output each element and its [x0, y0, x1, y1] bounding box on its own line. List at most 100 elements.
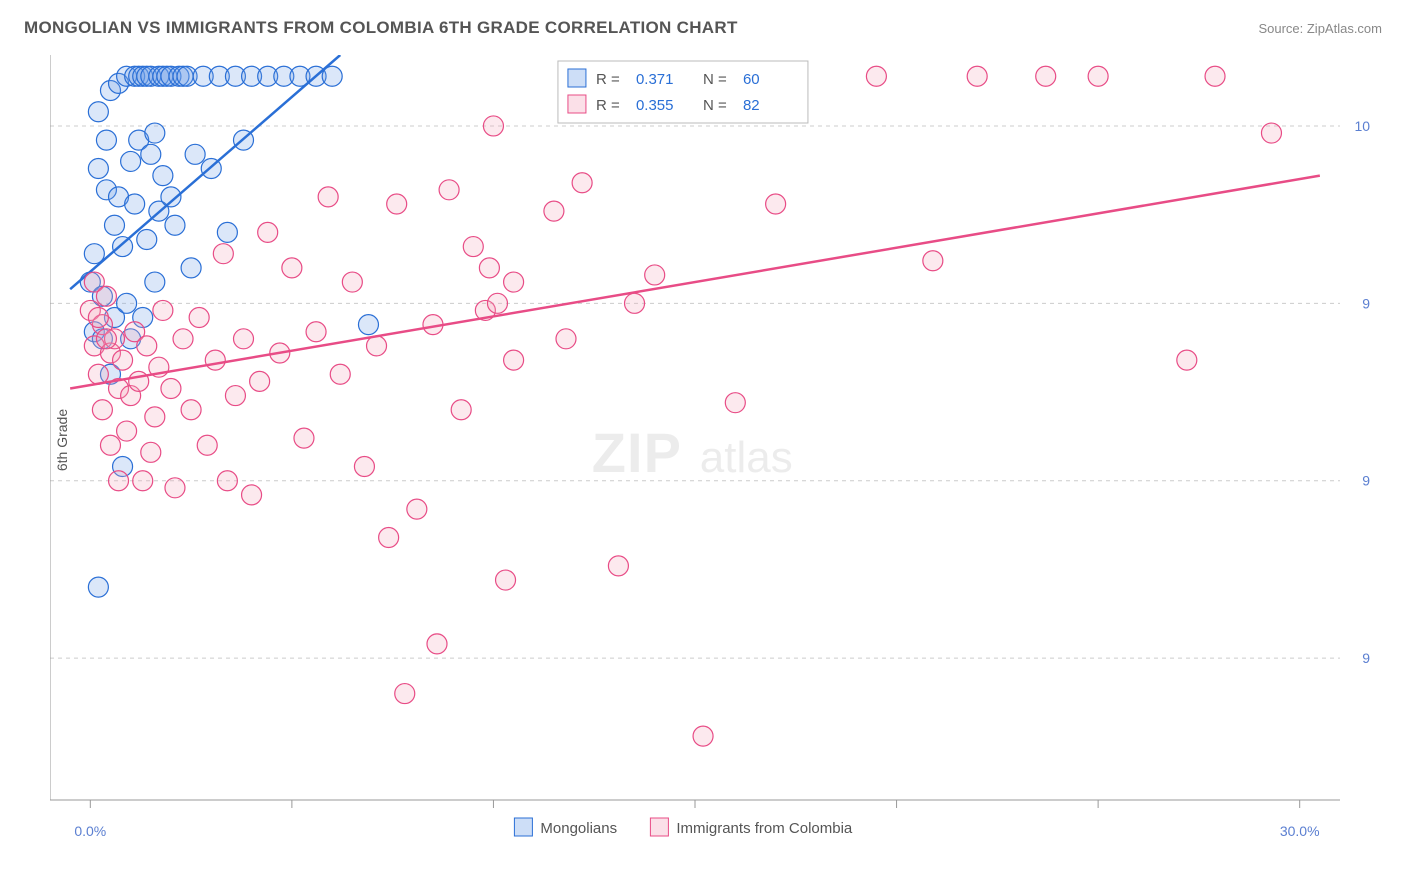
data-point — [165, 478, 185, 498]
data-point — [205, 350, 225, 370]
data-point — [113, 237, 133, 257]
data-point — [225, 386, 245, 406]
data-point — [173, 329, 193, 349]
data-point — [439, 180, 459, 200]
data-point — [866, 66, 886, 86]
data-point — [572, 173, 592, 193]
data-point — [145, 123, 165, 143]
data-point — [234, 329, 254, 349]
data-point — [1177, 350, 1197, 370]
watermark-big: ZIP — [592, 421, 682, 484]
y-tick-label: 97.5% — [1362, 295, 1370, 311]
chart-area: 6th Grade 92.5%95.0%97.5%100.0%0.0%30.0%… — [50, 55, 1370, 825]
legend-label-bottom: Immigrants from Colombia — [676, 820, 853, 837]
data-point — [113, 350, 133, 370]
data-point — [451, 400, 471, 420]
data-point — [556, 329, 576, 349]
data-point — [242, 485, 262, 505]
data-point — [725, 393, 745, 413]
data-point — [137, 229, 157, 249]
data-point — [1205, 66, 1225, 86]
data-point — [923, 251, 943, 271]
chart-title: MONGOLIAN VS IMMIGRANTS FROM COLOMBIA 6T… — [24, 18, 738, 38]
data-point — [153, 166, 173, 186]
data-point — [217, 471, 237, 491]
data-point — [479, 258, 499, 278]
data-point — [496, 570, 516, 590]
data-point — [544, 201, 564, 221]
source-link[interactable]: ZipAtlas.com — [1307, 21, 1382, 36]
source-prefix: Source: — [1258, 21, 1306, 36]
data-point — [100, 435, 120, 455]
watermark-small: atlas — [700, 433, 793, 482]
data-point — [1261, 123, 1281, 143]
data-point — [197, 435, 217, 455]
data-point — [306, 322, 326, 342]
legend-swatch-bottom — [514, 818, 532, 836]
data-point — [427, 634, 447, 654]
data-point — [645, 265, 665, 285]
data-point — [121, 151, 141, 171]
data-point — [109, 471, 129, 491]
legend-n-value: 60 — [743, 71, 760, 88]
data-point — [354, 457, 374, 477]
data-point — [117, 421, 137, 441]
y-tick-label: 100.0% — [1355, 118, 1370, 134]
x-tick-label: 0.0% — [74, 823, 106, 839]
data-point — [342, 272, 362, 292]
data-point — [318, 187, 338, 207]
data-point — [407, 499, 427, 519]
data-point — [625, 293, 645, 313]
x-tick-label: 30.0% — [1280, 823, 1320, 839]
data-point — [96, 286, 116, 306]
data-point — [504, 272, 524, 292]
data-point — [185, 144, 205, 164]
legend-label-bottom: Mongolians — [540, 820, 617, 837]
data-point — [608, 556, 628, 576]
legend-r-label: R = — [596, 71, 620, 88]
data-point — [88, 577, 108, 597]
data-point — [189, 308, 209, 328]
data-point — [379, 527, 399, 547]
data-point — [137, 336, 157, 356]
legend-swatch — [568, 95, 586, 113]
data-point — [463, 237, 483, 257]
legend-r-label: R = — [596, 97, 620, 114]
data-point — [88, 308, 108, 328]
data-point — [161, 378, 181, 398]
data-point — [96, 130, 116, 150]
data-point — [88, 102, 108, 122]
data-point — [96, 329, 116, 349]
source-attribution: Source: ZipAtlas.com — [1258, 21, 1382, 36]
data-point — [330, 364, 350, 384]
data-point — [766, 194, 786, 214]
data-point — [181, 258, 201, 278]
data-point — [395, 684, 415, 704]
data-point — [141, 442, 161, 462]
legend-n-label: N = — [703, 71, 727, 88]
data-point — [487, 293, 507, 313]
data-point — [145, 272, 165, 292]
data-point — [367, 336, 387, 356]
data-point — [693, 726, 713, 746]
data-point — [1088, 66, 1108, 86]
data-point — [153, 300, 173, 320]
data-point — [483, 116, 503, 136]
data-point — [258, 222, 278, 242]
data-point — [217, 222, 237, 242]
legend-r-value: 0.371 — [636, 71, 674, 88]
data-point — [145, 407, 165, 427]
data-point — [282, 258, 302, 278]
data-point — [358, 315, 378, 335]
data-point — [92, 400, 112, 420]
legend-swatch — [568, 69, 586, 87]
y-tick-label: 95.0% — [1362, 473, 1370, 489]
data-point — [250, 371, 270, 391]
data-point — [294, 428, 314, 448]
legend-n-label: N = — [703, 97, 727, 114]
legend-n-value: 82 — [743, 97, 760, 114]
data-point — [181, 400, 201, 420]
legend-swatch-bottom — [650, 818, 668, 836]
scatter-plot: 92.5% 95.0% 97.5% 100.0% 0.0% 30.0% ZIP atlas R … — [50, 55, 1370, 855]
y-tick-label: 92.5% — [1362, 650, 1370, 666]
